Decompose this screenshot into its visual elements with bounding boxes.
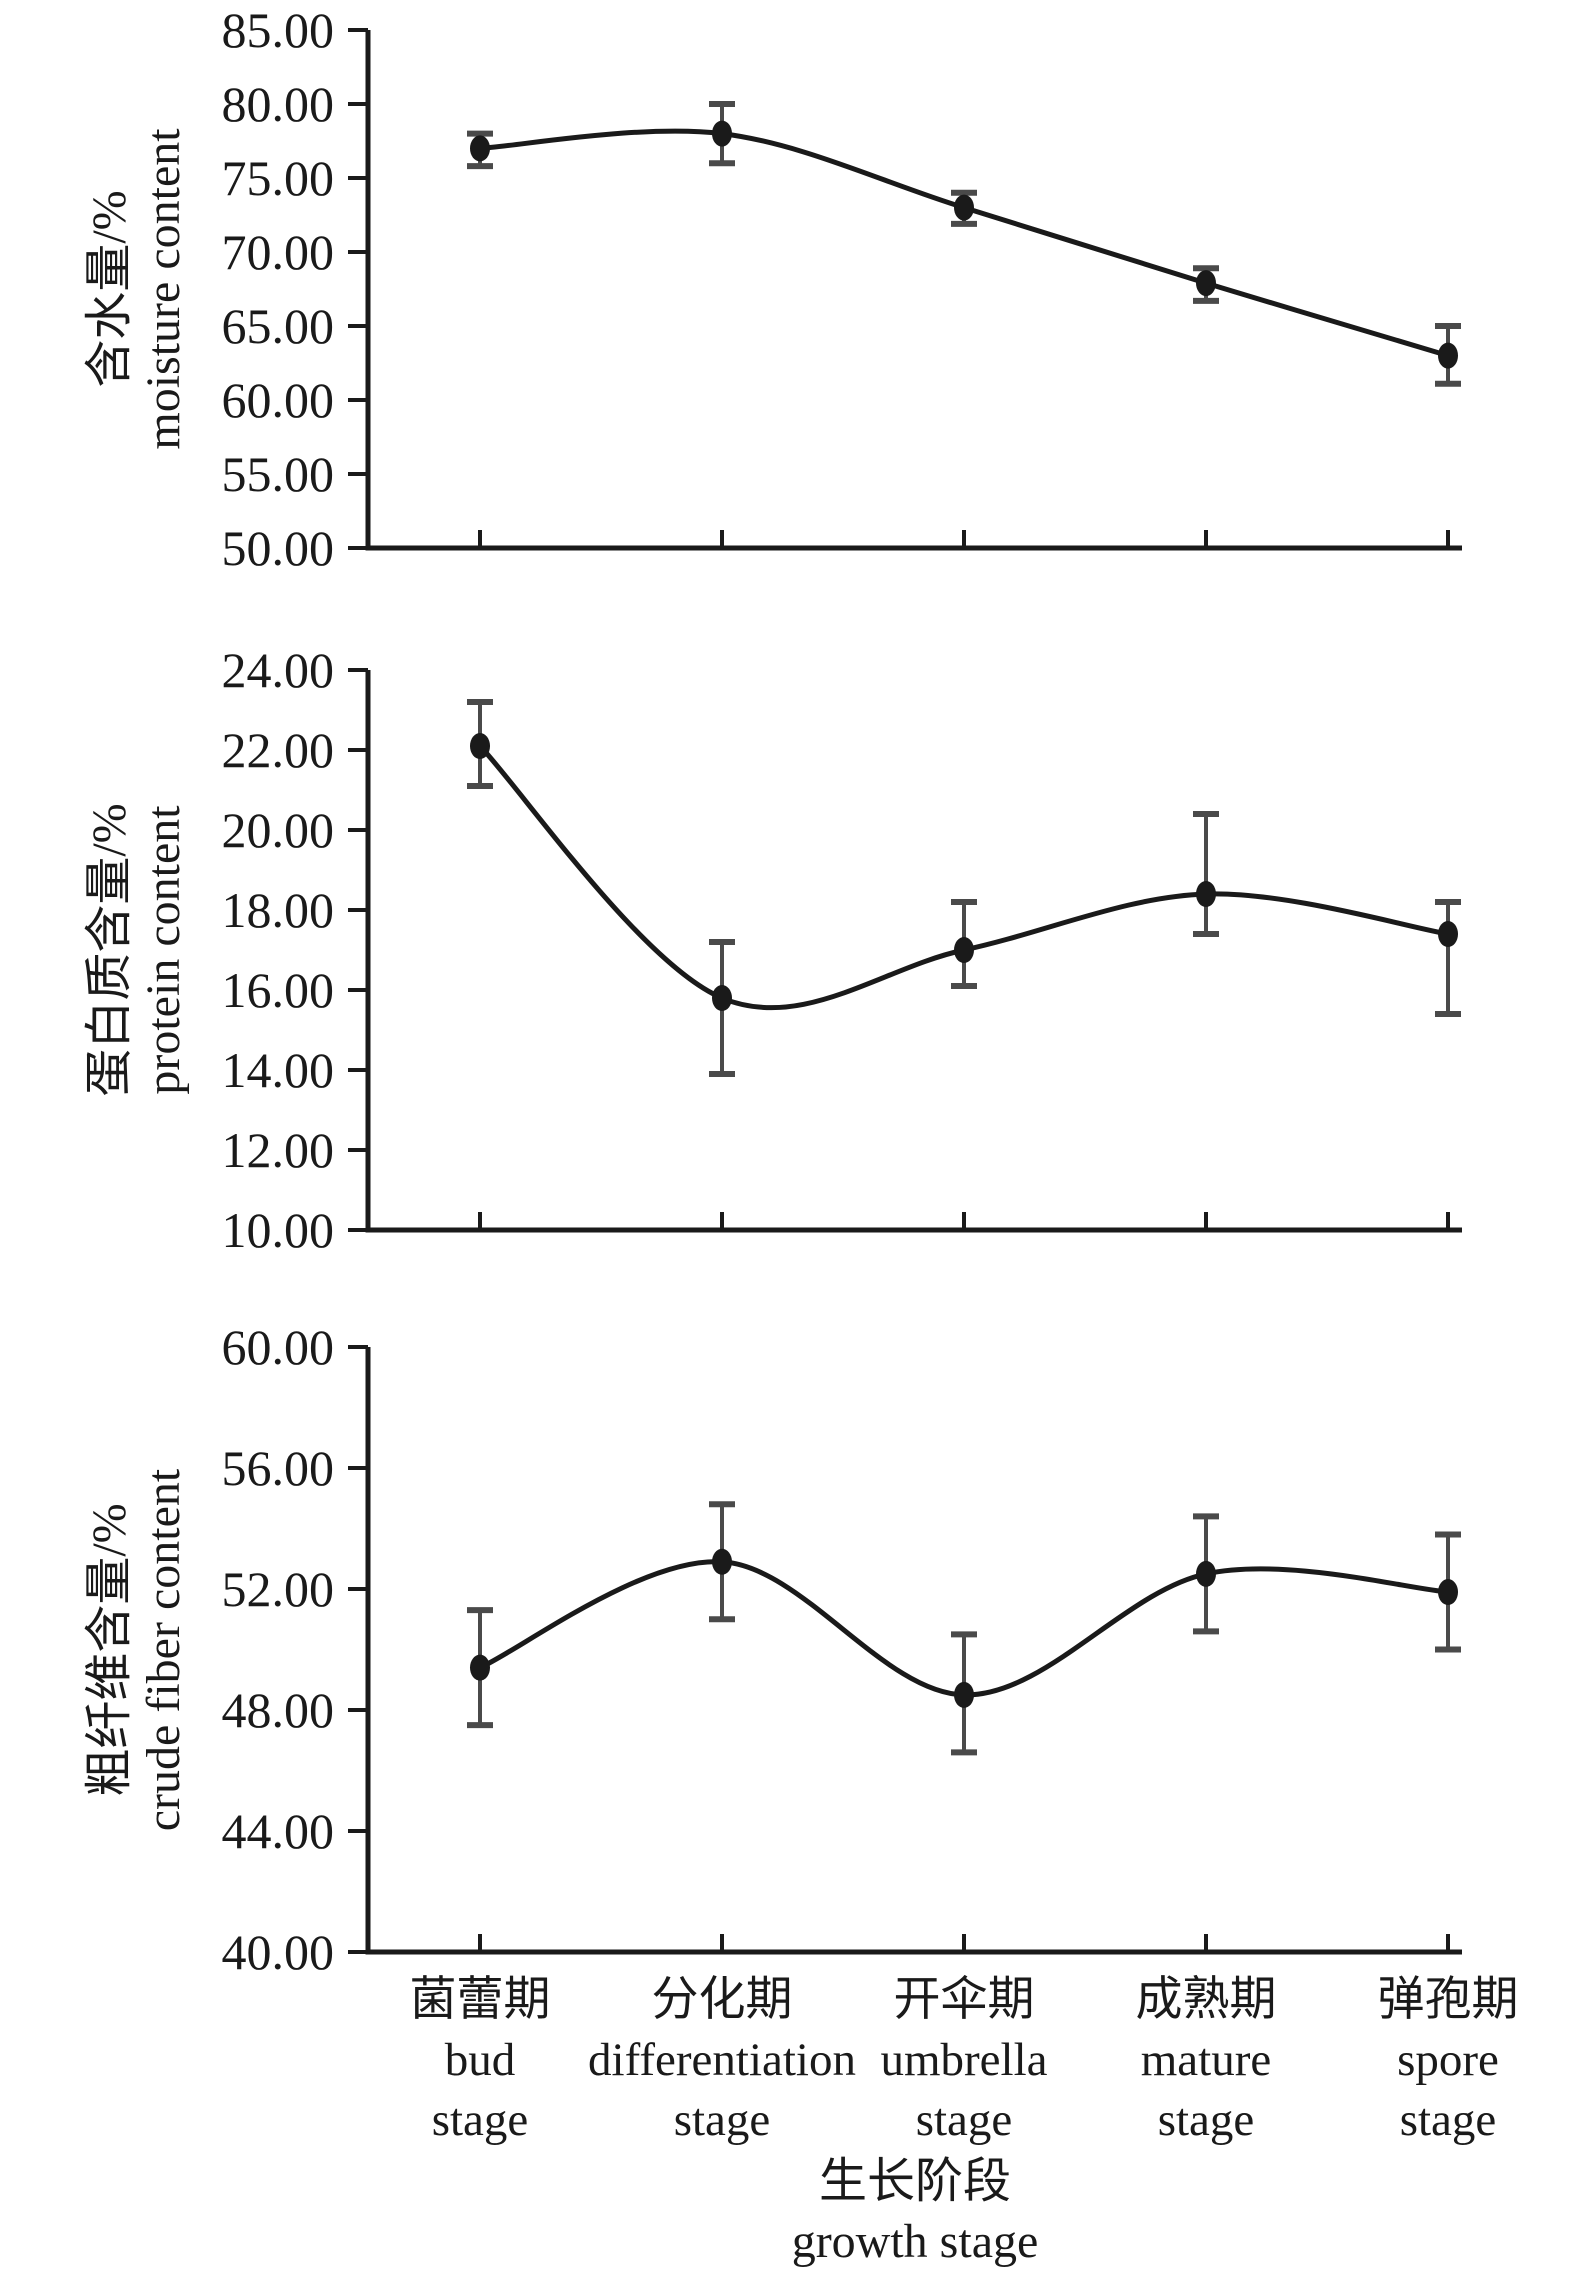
x-category-umbrella-zh: 开伞期 (893, 1974, 1035, 2026)
protein-data-point-marker (1438, 921, 1458, 947)
protein-series-curve (477, 743, 1451, 1011)
x-category-differentiation-suffix: stage (673, 2094, 771, 2146)
y-axis-title-fiber: 粗纤维含量/% crude fiber content (83, 1469, 191, 1831)
protein-y-tick-label: 16.00 (222, 962, 335, 1018)
moisture-y-tick-label: 50.00 (222, 520, 335, 576)
x-category-spore-suffix: stage (1399, 2094, 1497, 2146)
x-category-spore-zh: 弹孢期 (1377, 1974, 1519, 2026)
moisture-y-tick-label: 85.00 (222, 2, 335, 58)
moisture-y-tick-label: 65.00 (222, 298, 335, 354)
moisture-data-point-marker (470, 135, 490, 162)
moisture-y-tick-label: 70.00 (222, 224, 335, 280)
moisture-data-point-marker (1196, 270, 1216, 297)
protein-y-tick-label: 18.00 (222, 882, 335, 938)
x-category-bud-en: bud (444, 2034, 516, 2086)
x-axis-title: 生长阶段 growth stage (792, 2152, 1039, 2272)
fiber-data-point-marker (470, 1654, 490, 1681)
y-axis-title-moisture-en: moisture content (137, 128, 190, 450)
moisture-y-tick-label: 75.00 (222, 150, 335, 206)
x-axis-title-en: growth stage (791, 2215, 1039, 2268)
protein-y-tick-label: 14.00 (222, 1042, 335, 1098)
x-category-umbrella-suffix: stage (915, 2094, 1013, 2146)
moisture-y-tick-label: 60.00 (222, 372, 335, 428)
fiber-y-tick-label: 40.00 (222, 1924, 335, 1980)
moisture-data-point-marker (1438, 342, 1458, 369)
fiber-data-point-marker (1196, 1560, 1216, 1587)
protein-data-point-marker (470, 733, 490, 759)
x-category-label-bud: 菌蕾期 bud stage (410, 1970, 551, 2150)
y-axis-title-moisture: 含水量/% moisture content (83, 128, 191, 449)
protein-data-point-marker (1196, 881, 1216, 907)
protein-y-tick-label: 10.00 (222, 1202, 335, 1258)
protein-y-tick-label: 20.00 (222, 802, 335, 858)
fiber-data-point-marker (712, 1548, 732, 1575)
protein-y-tick-label: 22.00 (222, 722, 335, 778)
y-axis-title-protein-en: protein content (137, 805, 190, 1095)
protein-data-point-marker (712, 985, 732, 1011)
x-category-mature-en: mature (1140, 2034, 1272, 2086)
y-axis-title-moisture-zh: 含水量/% (83, 190, 136, 388)
x-category-bud-zh: 菌蕾期 (409, 1974, 551, 2026)
y-axis-title-protein: 蛋白质含量/% protein content (83, 803, 191, 1096)
x-category-differentiation-en: differentiation (588, 2034, 856, 2086)
x-category-label-spore: 弹孢期 spore stage (1378, 1970, 1519, 2150)
protein-y-tick-label: 12.00 (222, 1122, 335, 1178)
protein-y-tick-label: 24.00 (222, 642, 335, 698)
x-category-mature-zh: 成熟期 (1135, 1974, 1277, 2026)
fiber-y-tick-label: 52.00 (222, 1561, 335, 1617)
moisture-y-tick-label: 80.00 (222, 76, 335, 132)
x-category-bud-suffix: stage (431, 2094, 529, 2146)
x-category-spore-en: spore (1397, 2034, 1499, 2086)
fiber-y-tick-label: 48.00 (222, 1682, 335, 1738)
moisture-data-point-marker (712, 120, 732, 147)
x-category-label-umbrella: 开伞期 umbrella stage (880, 1970, 1047, 2150)
fiber-data-point-marker (1438, 1579, 1458, 1606)
x-category-mature-suffix: stage (1157, 2094, 1255, 2146)
y-axis-title-protein-zh: 蛋白质含量/% (83, 803, 136, 1097)
fiber-y-tick-label: 56.00 (222, 1440, 335, 1496)
x-category-umbrella-en: umbrella (880, 2034, 1048, 2086)
y-axis-title-fiber-zh: 粗纤维含量/% (83, 1503, 136, 1797)
fiber-y-tick-label: 44.00 (222, 1803, 335, 1859)
fiber-y-tick-label: 60.00 (222, 1319, 335, 1375)
moisture-data-point-marker (954, 194, 974, 221)
x-category-label-mature: 成熟期 mature stage (1136, 1970, 1277, 2150)
y-axis-title-fiber-en: crude fiber content (137, 1468, 190, 1832)
moisture-series-curve (477, 128, 1451, 359)
x-category-differentiation-zh: 分化期 (651, 1974, 793, 2026)
fiber-data-point-marker (954, 1681, 974, 1708)
moisture-y-tick-label: 55.00 (222, 446, 335, 502)
protein-data-point-marker (954, 937, 974, 963)
x-category-label-differentiation: 分化期 differentiation stage (588, 1970, 856, 2150)
x-axis-title-zh: 生长阶段 (818, 2155, 1012, 2208)
